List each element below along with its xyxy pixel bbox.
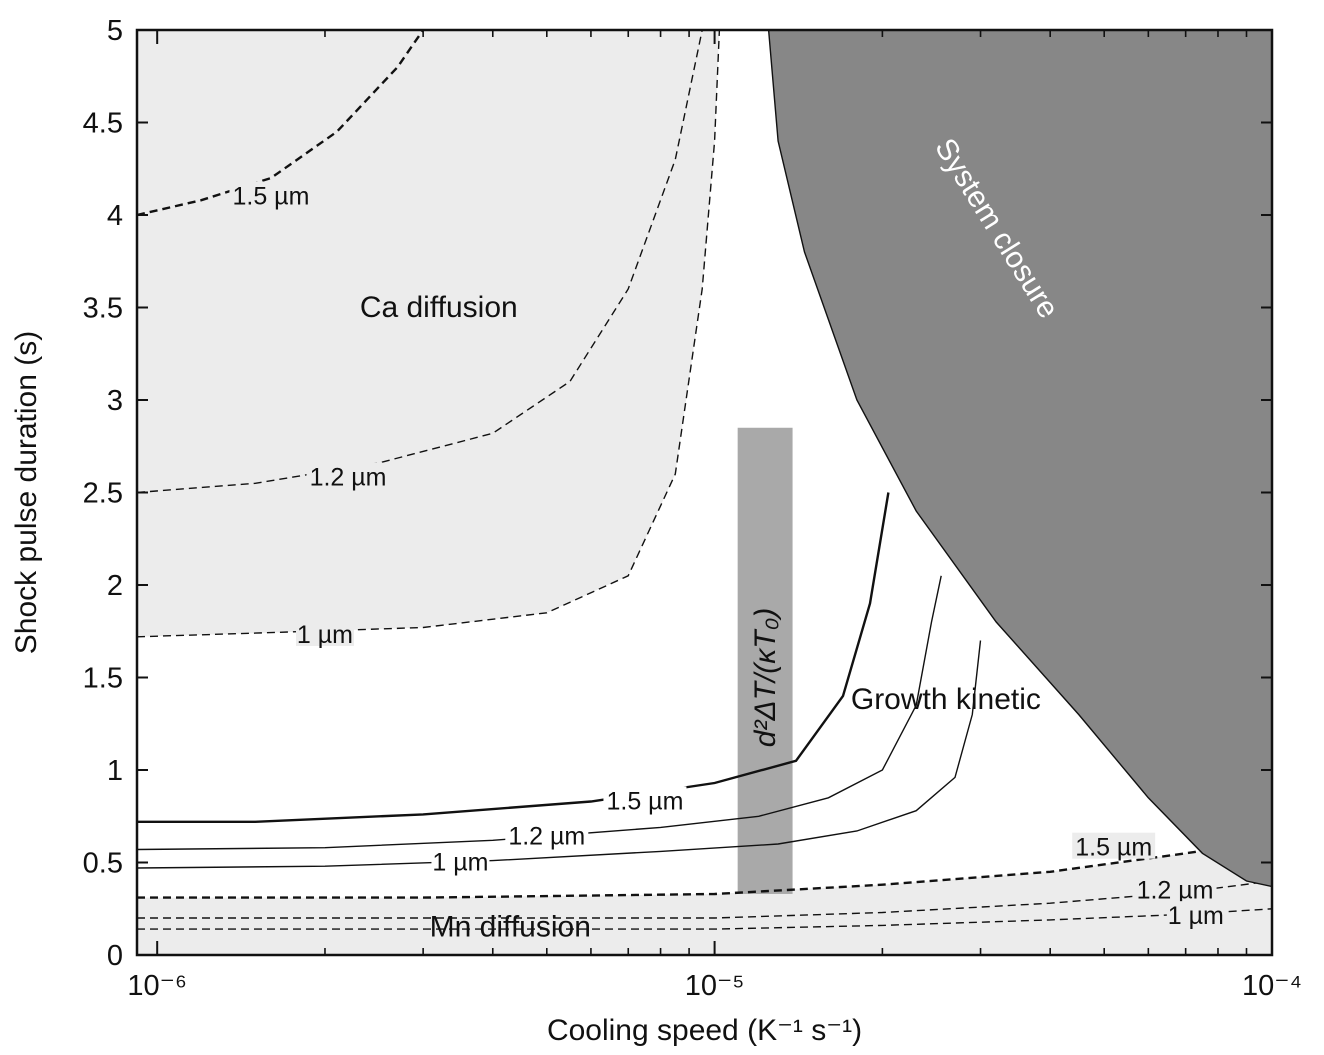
x-tick-label: 10⁻⁴ [1242,970,1302,1002]
y-tick-label: 3.5 [83,293,123,325]
contour-label-mask [229,181,313,208]
ca-diffusion-label: Ca diffusion [360,291,518,324]
contour-label-growth-4: 1.2 µm [508,823,585,851]
band-region [737,427,793,894]
contour-label-mask [1072,832,1156,859]
y-tick-label: 3 [107,385,123,417]
y-tick-label: 0 [107,940,123,972]
contour-line-growth-3 [137,492,890,823]
y-tick-label: 2.5 [83,478,123,510]
x-tick-label: 10⁻⁶ [127,970,187,1002]
axes: 0 0.5 1 1.5 2 2.5 3 3.5 4 4.5 5 10⁻⁶ 10⁻⁵ 10⁻⁴ [83,15,1302,1002]
contour-label-mn-7: 1.2 µm [1137,876,1214,904]
contour-line-mn-8 [137,908,1273,930]
contour-label-mask [505,821,589,848]
contour-label-mask [306,462,390,489]
contour-line-ca-0 [136,29,425,217]
contour-label-mask [1166,901,1225,928]
contour-label-mask [431,847,490,874]
y-tick-label: 0.5 [83,848,123,880]
y-tick-label: 5 [107,15,123,47]
contour-label-ca-0: 1.5 µm [232,183,309,211]
contour-label-ca-1: 1.2 µm [310,464,387,492]
contour-line-mn-6 [137,839,1273,899]
y-tick-label: 2 [107,570,123,602]
y-tick-label: 1.5 [83,663,123,695]
x-tick-label: 10⁻⁵ [685,970,745,1002]
system-closure-region [767,29,1273,888]
contour-label-ca-2: 1 µm [297,621,353,649]
contour-line-ca-1 [136,29,703,494]
y-tick-label: 1 [107,755,123,787]
ca-diffusion-region [137,30,720,637]
contour-line-mn-7 [137,880,1273,919]
contour-label-growth-3: 1.5 µm [606,787,683,815]
contour-label-mask [603,786,687,813]
y-tick-label: 4.5 [83,108,123,140]
mn-diffusion-region [137,840,1272,955]
contour-label-mask [295,619,354,646]
y-axis-label: Shock pulse duration (s) [10,331,43,655]
contour-label-mask [1133,875,1217,902]
contour-label-growth-5: 1 µm [432,849,488,877]
growth-kinetic-label: Growth kinetic [851,683,1041,716]
contour-label-mn-6: 1.5 µm [1075,834,1152,862]
contour-label-mn-8: 1 µm [1168,902,1224,930]
contour-line-growth-5 [136,640,982,869]
band-formula-label: d²ΔT/(κT₀) [749,608,782,747]
contour-line-growth-4 [136,575,942,851]
y-tick-label: 4 [107,200,123,232]
plot-area: 1.5 µm1.2 µm1 µm1.5 µm1.2 µm1 µm1.5 µm1.… [136,29,1273,955]
mn-diffusion-label: Mn diffusion [430,911,591,944]
x-axis-label: Cooling speed (K⁻¹ s⁻¹) [547,1014,862,1047]
